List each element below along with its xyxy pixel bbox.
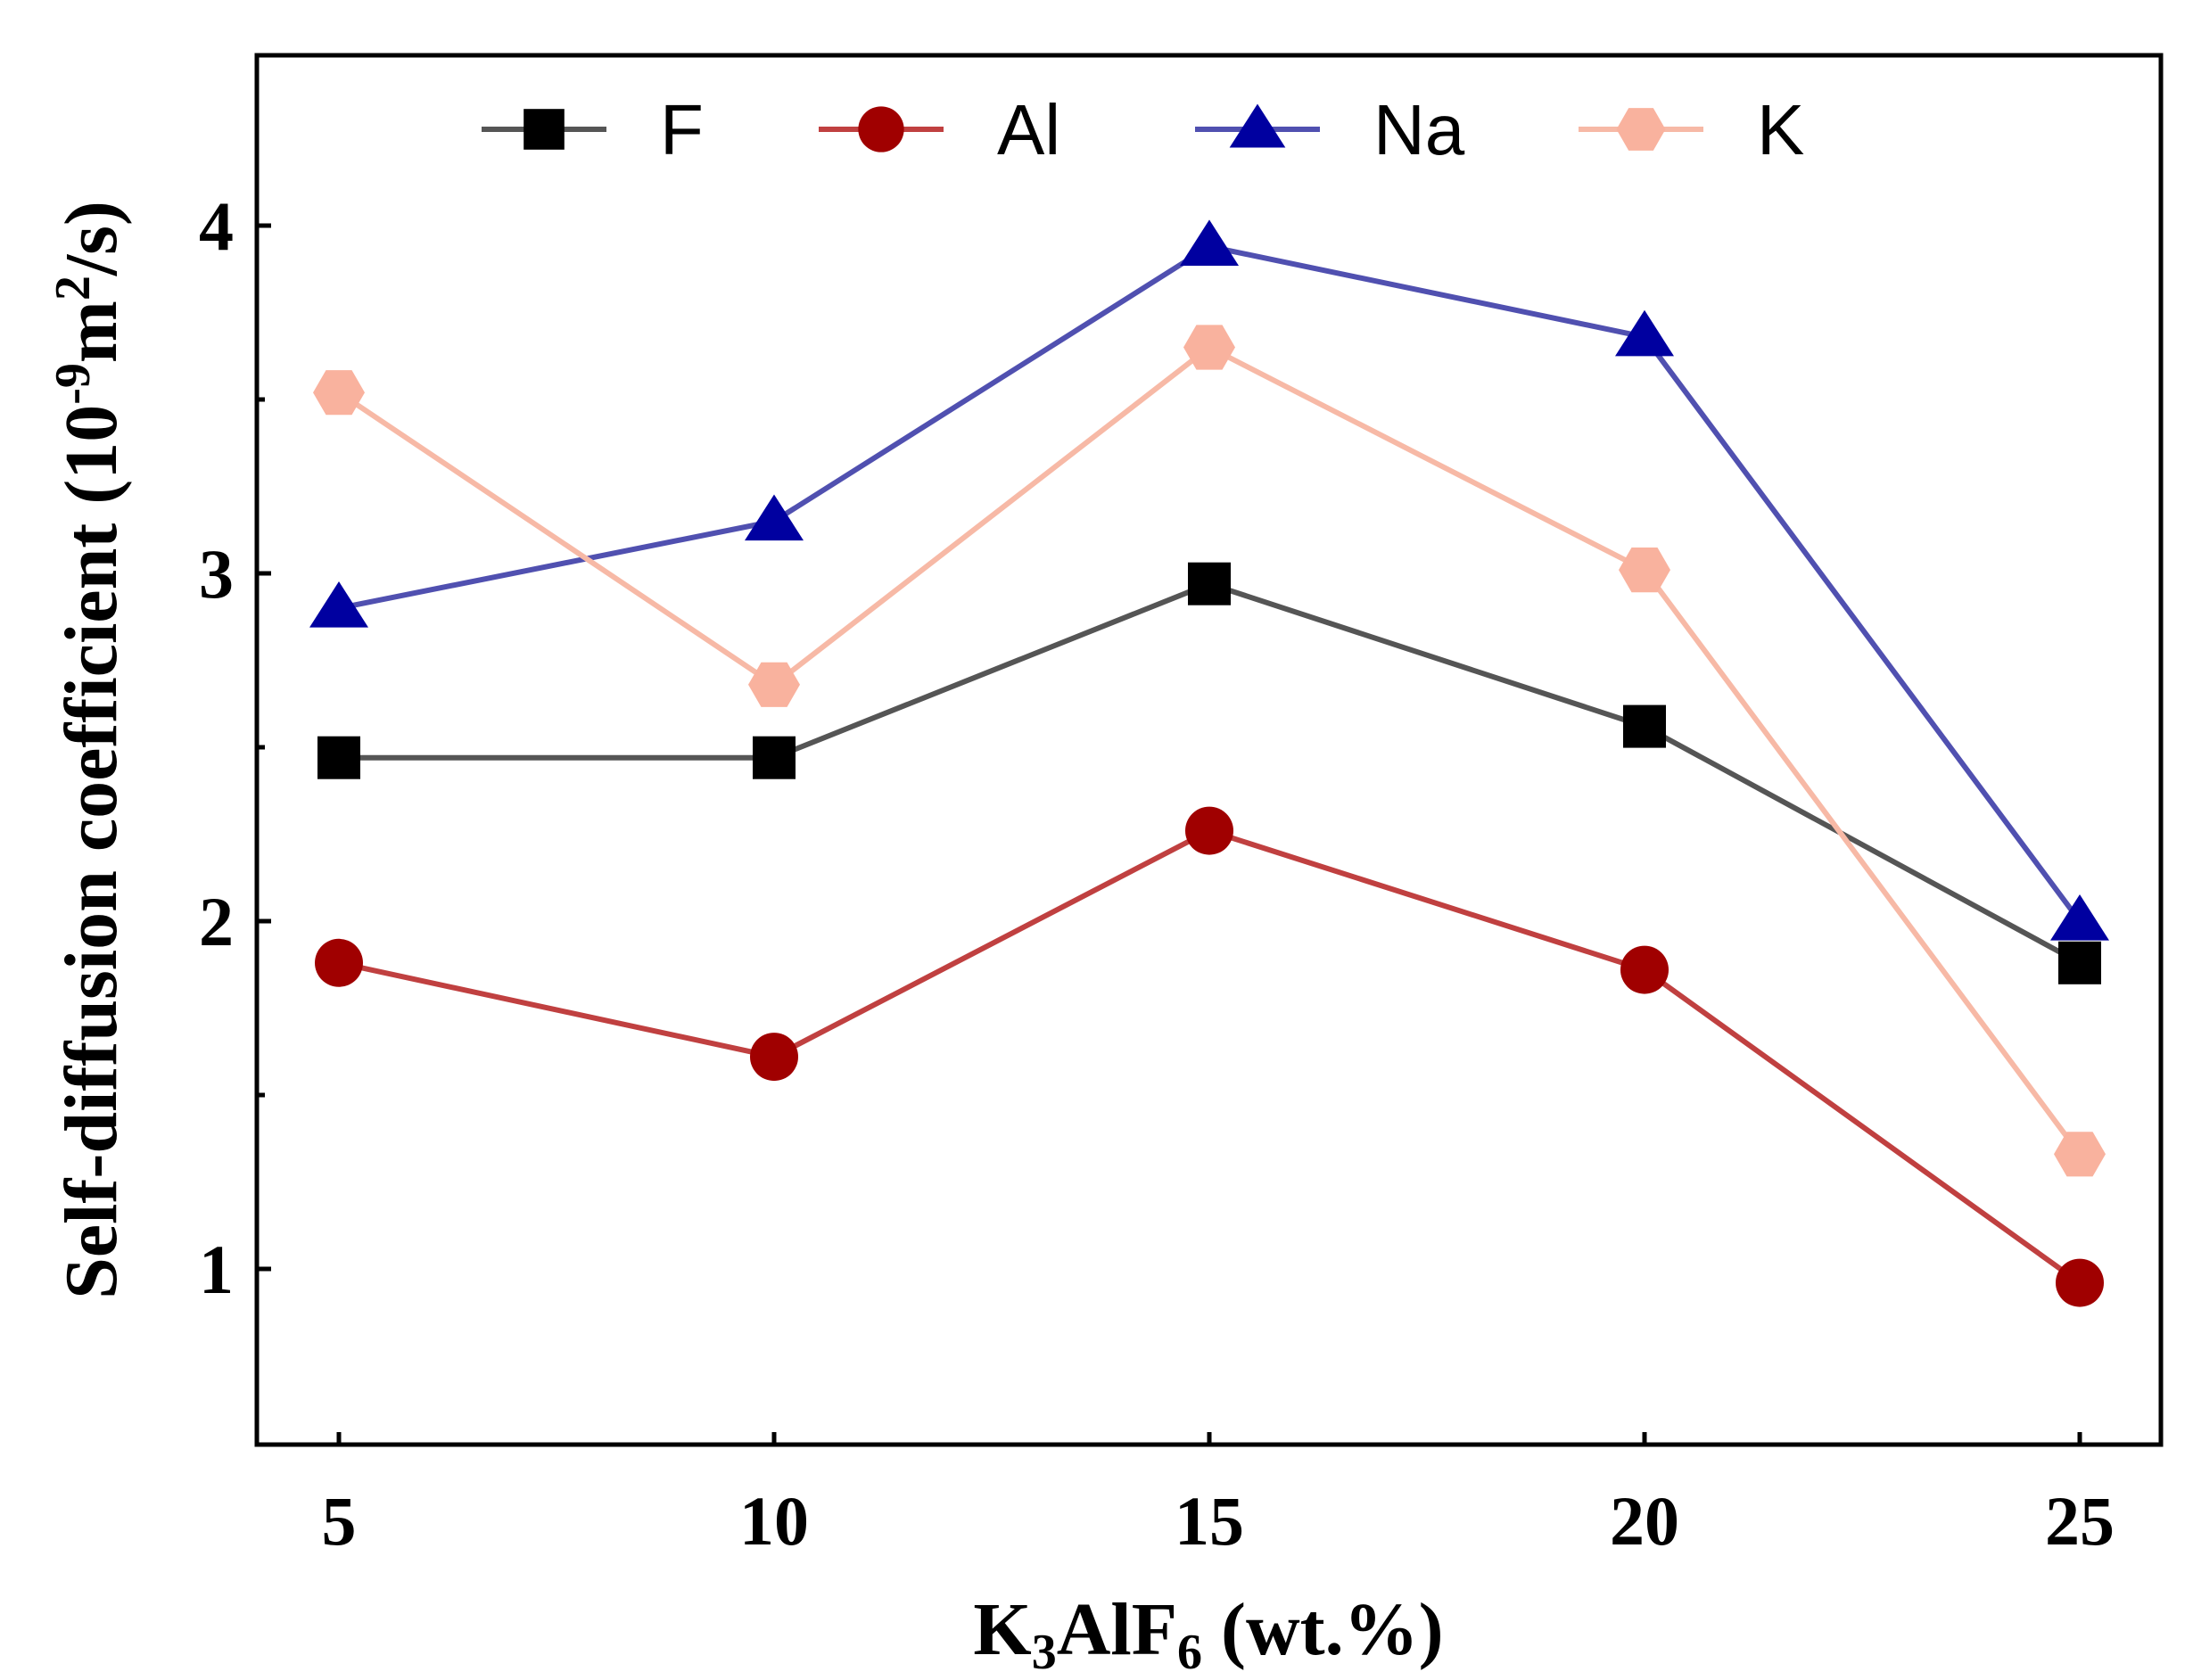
x-tick-label: 15 [1175, 1482, 1244, 1560]
legend-marker [524, 109, 565, 150]
data-point-na [309, 581, 368, 628]
data-point-f [753, 736, 796, 779]
data-point-k [2054, 1132, 2106, 1177]
data-point-f [2058, 941, 2101, 984]
legend-item-k: K [1579, 90, 1804, 169]
legend-item-al: Al [819, 90, 1060, 169]
data-point-f [317, 736, 360, 779]
y-tick-label: 2 [199, 883, 234, 960]
data-point-k [748, 662, 800, 707]
legend-label: K [1757, 90, 1804, 169]
data-point-al [1185, 806, 1233, 855]
data-point-na [745, 494, 804, 541]
legend-item-f: F [482, 90, 704, 169]
series-na [309, 219, 2109, 941]
legend-marker [1229, 103, 1286, 148]
data-point-al [750, 1033, 798, 1082]
series-layer [309, 219, 2109, 1307]
x-tick-label: 25 [2045, 1482, 2115, 1560]
y-tick-label: 1 [199, 1231, 234, 1308]
legend-label: Al [997, 90, 1060, 169]
data-point-al [2056, 1258, 2104, 1307]
legend-marker [858, 106, 904, 152]
legend-item-na: Na [1195, 90, 1465, 169]
series-line-f [339, 581, 2082, 966]
legend: F Al Na K [482, 90, 1804, 169]
data-point-na [1180, 219, 1239, 266]
data-point-k [1183, 325, 1235, 370]
data-point-k [1619, 548, 1670, 593]
x-axis-title: K3AlF6 (wt.%) [973, 1588, 1443, 1680]
series-line-k [337, 344, 2082, 1157]
data-point-k [313, 370, 365, 416]
data-point-na [2050, 894, 2109, 941]
series-f [317, 562, 2101, 984]
data-point-f [1623, 704, 1666, 748]
data-point-al [315, 938, 363, 987]
axis-ticks: 5 10 15 20 25 1 2 3 4 [199, 187, 2115, 1560]
data-point-na [1615, 309, 1674, 357]
x-tick-label: 5 [322, 1482, 357, 1560]
data-point-f [1188, 562, 1231, 605]
data-point-al [1620, 945, 1669, 994]
series-line-al [338, 828, 2082, 1286]
legend-label: Na [1373, 90, 1465, 169]
legend-marker [1616, 108, 1666, 151]
x-tick-label: 10 [739, 1482, 809, 1560]
y-tick-label: 4 [199, 187, 234, 265]
y-axis-title: Self-diffusion coefficient (10-9m2/s) [45, 201, 133, 1299]
series-al [315, 806, 2104, 1307]
legend-label: F [660, 90, 704, 169]
y-tick-label: 3 [199, 535, 234, 613]
series-k [313, 325, 2106, 1177]
x-tick-label: 20 [1610, 1482, 1679, 1560]
